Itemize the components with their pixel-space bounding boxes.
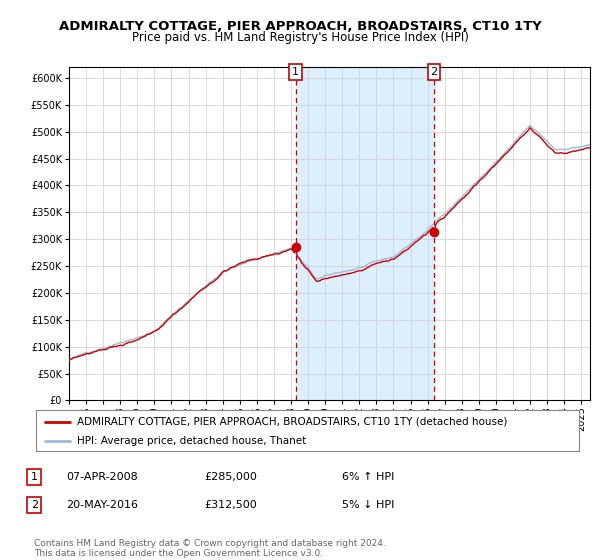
Text: £312,500: £312,500 [204,500,257,510]
Text: 2: 2 [431,67,437,77]
Text: ADMIRALTY COTTAGE, PIER APPROACH, BROADSTAIRS, CT10 1TY (detached house): ADMIRALTY COTTAGE, PIER APPROACH, BROADS… [77,417,507,427]
Text: 2: 2 [31,500,38,510]
Text: HPI: Average price, detached house, Thanet: HPI: Average price, detached house, Than… [77,436,306,446]
Text: 6% ↑ HPI: 6% ↑ HPI [342,472,394,482]
Text: 07-APR-2008: 07-APR-2008 [66,472,138,482]
Bar [296,67,434,400]
Text: ADMIRALTY COTTAGE, PIER APPROACH, BROADSTAIRS, CT10 1TY: ADMIRALTY COTTAGE, PIER APPROACH, BROADS… [59,20,541,32]
Text: Contains HM Land Registry data © Crown copyright and database right 2024.
This d: Contains HM Land Registry data © Crown c… [34,539,386,558]
Text: 5% ↓ HPI: 5% ↓ HPI [342,500,394,510]
Text: Price paid vs. HM Land Registry's House Price Index (HPI): Price paid vs. HM Land Registry's House … [131,31,469,44]
Text: 1: 1 [292,67,299,77]
Text: £285,000: £285,000 [204,472,257,482]
Text: 1: 1 [31,472,38,482]
Text: 20-MAY-2016: 20-MAY-2016 [66,500,138,510]
